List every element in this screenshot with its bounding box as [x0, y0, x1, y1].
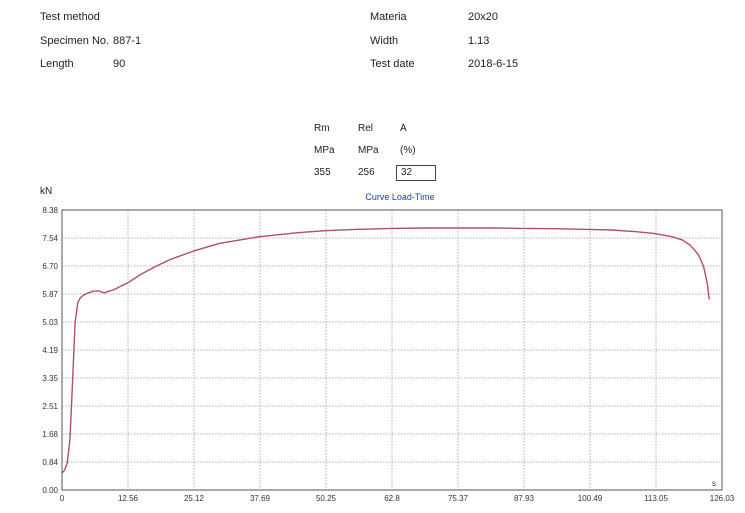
x-tick-label: 75.37 — [448, 494, 469, 503]
y-tick-label: 5.03 — [42, 318, 58, 327]
y-axis-unit: kN — [40, 186, 53, 197]
specimen-value: 887-1 — [113, 35, 142, 47]
x-tick-label: 0 — [60, 494, 65, 503]
y-tick-label: 8.38 — [42, 206, 58, 215]
y-tick-label: 1.68 — [42, 430, 58, 439]
result-unit-rel: MPa — [358, 145, 379, 156]
y-tick-label: 5.87 — [42, 290, 58, 299]
y-tick-label: 7.54 — [42, 234, 58, 243]
x-tick-label: 126.03 — [710, 494, 735, 503]
y-tick-label: 4.19 — [42, 346, 58, 355]
x-tick-label: 62.8 — [384, 494, 400, 503]
result-unit-rm: MPa — [314, 145, 335, 156]
result-header-rel: Rel — [358, 123, 374, 134]
chart-title: Curve Load-Time — [365, 192, 435, 202]
test-date-label: Test date — [370, 58, 415, 70]
y-tick-label: 2.51 — [42, 402, 58, 411]
y-tick-label: 0.00 — [42, 486, 58, 495]
x-tick-label: 113.05 — [644, 494, 668, 503]
specimen-label: Specimen No. — [40, 35, 110, 47]
material-label: Materia — [370, 11, 407, 23]
length-label: Length — [40, 58, 74, 70]
x-tick-label: 37.69 — [250, 494, 271, 503]
result-value-a: 32 — [396, 165, 436, 181]
y-tick-label: 0.84 — [42, 458, 58, 467]
length-value: 90 — [113, 58, 126, 70]
x-tick-label: 50.25 — [316, 494, 337, 503]
result-header-rm: Rm — [314, 123, 330, 134]
width-label: Width — [370, 35, 399, 47]
x-tick-label: 25.12 — [184, 494, 205, 503]
x-tick-label: 100.49 — [578, 494, 603, 503]
result-unit-a: (%) — [400, 145, 416, 156]
result-value-rel: 256 — [358, 167, 375, 178]
material-value: 20x20 — [468, 11, 498, 23]
x-tick-label: 12.56 — [118, 494, 139, 503]
series-line — [61, 227, 710, 474]
y-tick-label: 6.70 — [42, 262, 58, 271]
result-value-rm: 355 — [314, 167, 331, 178]
x-axis-unit: s — [712, 479, 716, 488]
results-table: Rm Rel A MPa MPa (%) 355 256 32 — [308, 123, 478, 183]
y-tick-label: 3.35 — [42, 374, 58, 383]
width-value: 1.13 — [468, 35, 490, 47]
test-method-label: Test method — [40, 11, 100, 23]
test-date-value: 2018-6-15 — [468, 58, 519, 70]
result-header-a: A — [400, 123, 407, 134]
x-tick-label: 87.93 — [514, 494, 535, 503]
